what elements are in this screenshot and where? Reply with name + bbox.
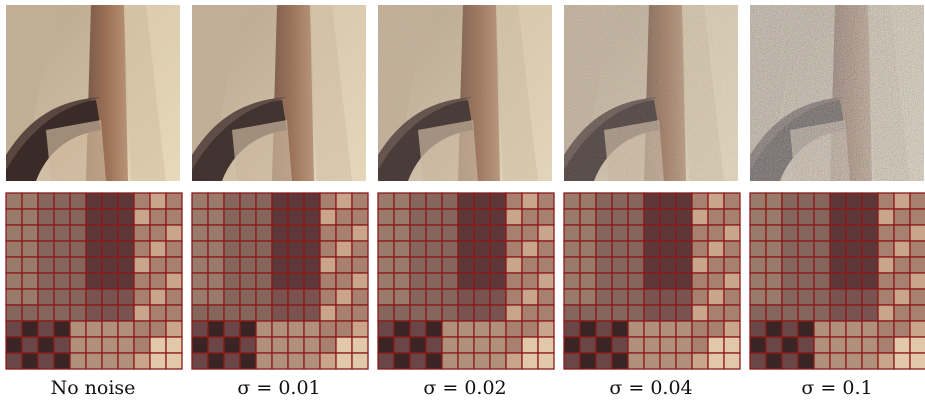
superpixel-image	[6, 193, 182, 369]
caption: σ = 0.1	[801, 377, 872, 399]
superpixel-image	[378, 193, 554, 369]
column: No noise	[6, 5, 182, 399]
noisy-image	[192, 5, 366, 181]
column: σ = 0.02	[378, 5, 554, 399]
page: No noiseσ = 0.01σ = 0.02σ = 0.04σ = 0.1 …	[0, 0, 925, 405]
superpixel-image	[564, 193, 740, 369]
superpixel-image	[750, 193, 925, 369]
noisy-image	[6, 5, 180, 181]
noisy-image	[564, 5, 738, 181]
caption: σ = 0.01	[237, 377, 320, 399]
column: σ = 0.04	[564, 5, 740, 399]
column: σ = 0.1	[750, 5, 925, 399]
caption: σ = 0.02	[423, 377, 506, 399]
figure: No noise σ = 0.01 σ = 0.02 σ = 0.04 σ = 0.1	[0, 0, 925, 405]
noisy-image	[378, 5, 552, 181]
caption: σ = 0.04	[609, 377, 692, 399]
caption: No noise	[51, 377, 136, 399]
noisy-image	[750, 5, 924, 181]
superpixel-image	[192, 193, 368, 369]
column: σ = 0.01	[192, 5, 368, 399]
